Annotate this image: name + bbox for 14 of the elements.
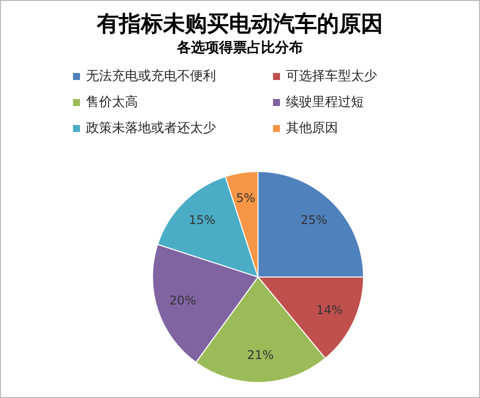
legend-label: 政策未落地或者还太少	[86, 120, 216, 137]
data-label: 15%	[188, 213, 216, 228]
legend-label: 其他原因	[286, 120, 338, 137]
data-label: 20%	[169, 294, 196, 308]
data-label: 5%	[236, 190, 256, 205]
legend-label: 无法充电或充电不便利	[86, 68, 216, 85]
data-label: 21%	[247, 348, 274, 362]
legend-label: 售价太高	[86, 94, 138, 111]
chart-subtitle: 各选项得票占比分布	[176, 39, 304, 57]
legend-label: 续驶里程过短	[286, 94, 364, 111]
legend-label: 可选择车型太少	[286, 68, 377, 85]
data-label: 25%	[300, 213, 328, 228]
data-label: 14%	[316, 302, 343, 317]
chart-title: 有指标未购买电动汽车的原因	[96, 11, 384, 39]
